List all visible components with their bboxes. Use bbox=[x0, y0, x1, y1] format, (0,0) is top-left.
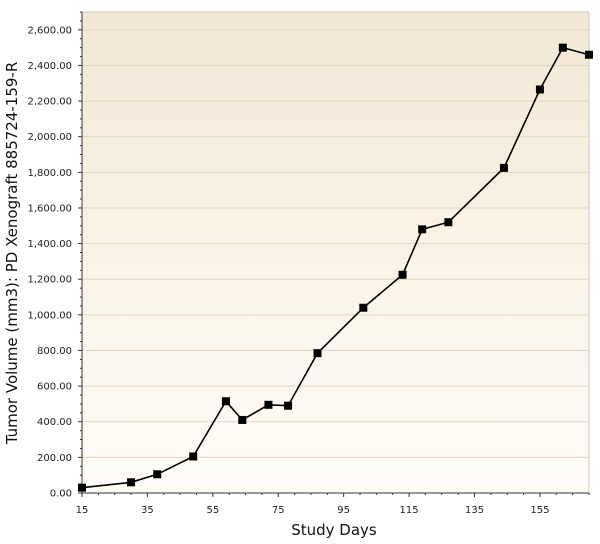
data-point bbox=[284, 401, 293, 410]
data-point bbox=[264, 400, 273, 409]
x-tick-label: 95 bbox=[337, 505, 350, 516]
data-point bbox=[238, 415, 247, 424]
y-tick-label: 600.00 bbox=[37, 382, 72, 393]
y-axis-label: Tumor Volume (mm3): PD Xenograft 885724-… bbox=[3, 62, 21, 446]
x-tick-label: 15 bbox=[76, 505, 89, 516]
y-tick-label: 800.00 bbox=[37, 346, 72, 357]
data-point bbox=[585, 50, 593, 59]
x-tick-label: 115 bbox=[400, 505, 419, 516]
x-tick-label: 75 bbox=[272, 505, 285, 516]
y-tick-label: 1,600.00 bbox=[27, 203, 72, 214]
y-axis-ticks: 0.00 200.00 400.00 600.00 800.00 1,000.00 1,20… bbox=[27, 11, 82, 500]
y-tick-label: 2,600.00 bbox=[27, 25, 72, 36]
series-markers bbox=[78, 43, 593, 492]
data-point bbox=[444, 218, 453, 227]
data-point bbox=[558, 43, 567, 52]
y-tick-label: 2,000.00 bbox=[27, 132, 72, 143]
data-point bbox=[221, 397, 230, 406]
x-tick-label: 135 bbox=[465, 505, 484, 516]
data-point bbox=[535, 85, 544, 94]
x-tick-label: 55 bbox=[206, 505, 219, 516]
data-point bbox=[418, 225, 427, 234]
data-point bbox=[359, 303, 368, 312]
data-point bbox=[78, 483, 86, 492]
x-tick-label: 155 bbox=[530, 505, 549, 516]
y-tick-label: 400.00 bbox=[37, 417, 72, 428]
y-tick-label: 2,400.00 bbox=[27, 61, 72, 72]
y-tick-label: 2,200.00 bbox=[27, 97, 72, 108]
gridlines bbox=[82, 29, 589, 458]
y-tick-label: 200.00 bbox=[37, 453, 72, 464]
data-point bbox=[153, 470, 162, 479]
data-point bbox=[127, 478, 136, 487]
data-point bbox=[499, 163, 508, 172]
plot-area bbox=[81, 11, 590, 494]
x-tick-label: 35 bbox=[141, 505, 154, 516]
data-point bbox=[398, 270, 407, 279]
y-tick-label: 1,800.00 bbox=[27, 168, 72, 179]
y-tick-label: 1,400.00 bbox=[27, 239, 72, 250]
data-point bbox=[189, 452, 198, 461]
x-axis-label: Study Days bbox=[291, 521, 377, 539]
x-axis-ticks: 15 35 55 75 95 115 135 155 bbox=[76, 493, 590, 516]
y-tick-label: 0.00 bbox=[50, 489, 72, 500]
y-tick-label: 1,200.00 bbox=[27, 275, 72, 286]
y-tick-label: 1,000.00 bbox=[27, 310, 72, 321]
data-point bbox=[313, 349, 322, 358]
